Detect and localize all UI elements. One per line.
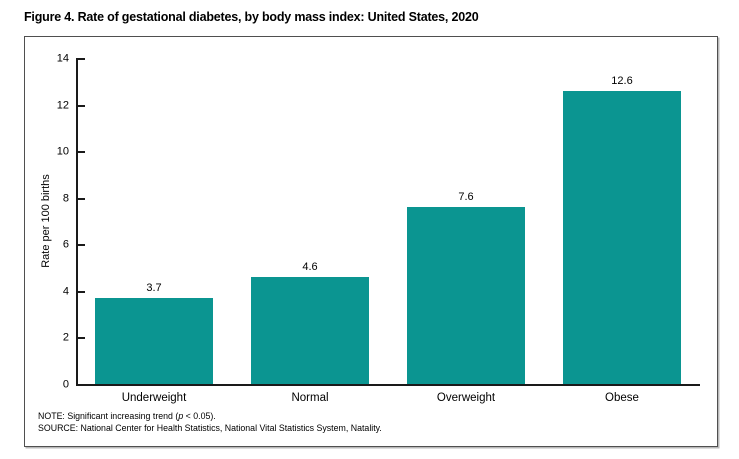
bar-underweight: [95, 297, 213, 384]
y-axis-tick-label: 8: [62, 192, 69, 205]
bar-value-label: 4.6: [302, 260, 318, 273]
y-axis-tick-label: 14: [56, 52, 69, 65]
chart-notes: NOTE: Significant increasing trend (p < …: [38, 411, 382, 434]
y-axis-tick-label: 10: [56, 145, 69, 158]
chart-frame: Rate per 100 births 0 2 4 6 8 10 12 14 3.7 Underw…: [24, 36, 718, 447]
bar-value-label: 12.6: [611, 74, 633, 87]
figure-title: Figure 4. Rate of gestational diabetes, …: [24, 10, 479, 24]
y-axis-tick: [78, 197, 85, 200]
y-axis-tick-label: 2: [62, 331, 69, 344]
source-text: SOURCE: National Center for Health Stati…: [38, 422, 382, 433]
note-text: NOTE: Significant increasing trend (p < …: [38, 411, 382, 423]
y-axis-tick-label: 12: [56, 99, 69, 112]
y-axis-tick: [78, 337, 85, 340]
y-axis-label: Rate per 100 births: [40, 174, 52, 268]
y-axis-tick: [78, 104, 85, 107]
y-axis-tick: [78, 58, 85, 60]
x-axis-category-label: Obese: [605, 392, 639, 404]
y-axis-tick-label: 4: [62, 285, 69, 298]
bar-value-label: 3.7: [146, 281, 162, 294]
note-prefix: NOTE: Significant increasing trend (: [38, 411, 179, 421]
x-axis-category-label: Overweight: [436, 392, 496, 404]
y-axis-line: [76, 58, 78, 386]
note-p-italic: p: [178, 411, 184, 421]
x-axis-category-label: Normal: [291, 392, 329, 404]
bar-overweight: [407, 207, 525, 384]
x-axis-line: [76, 384, 700, 386]
bar-chart: Rate per 100 births 0 2 4 6 8 10 12 14 3.7 Underw…: [25, 37, 717, 446]
bar-normal: [251, 276, 369, 384]
note-suffix: < 0.05).: [183, 411, 216, 421]
bar-value-label: 7.6: [458, 191, 474, 204]
y-axis-tick: [78, 290, 85, 293]
bar-obese: [563, 90, 681, 384]
y-axis-tick-label: 0: [62, 378, 69, 391]
y-axis-tick: [78, 244, 85, 247]
y-axis-tick-label: 6: [62, 238, 69, 251]
y-axis-tick: [78, 151, 85, 154]
x-axis-category-label: Underweight: [121, 392, 187, 404]
